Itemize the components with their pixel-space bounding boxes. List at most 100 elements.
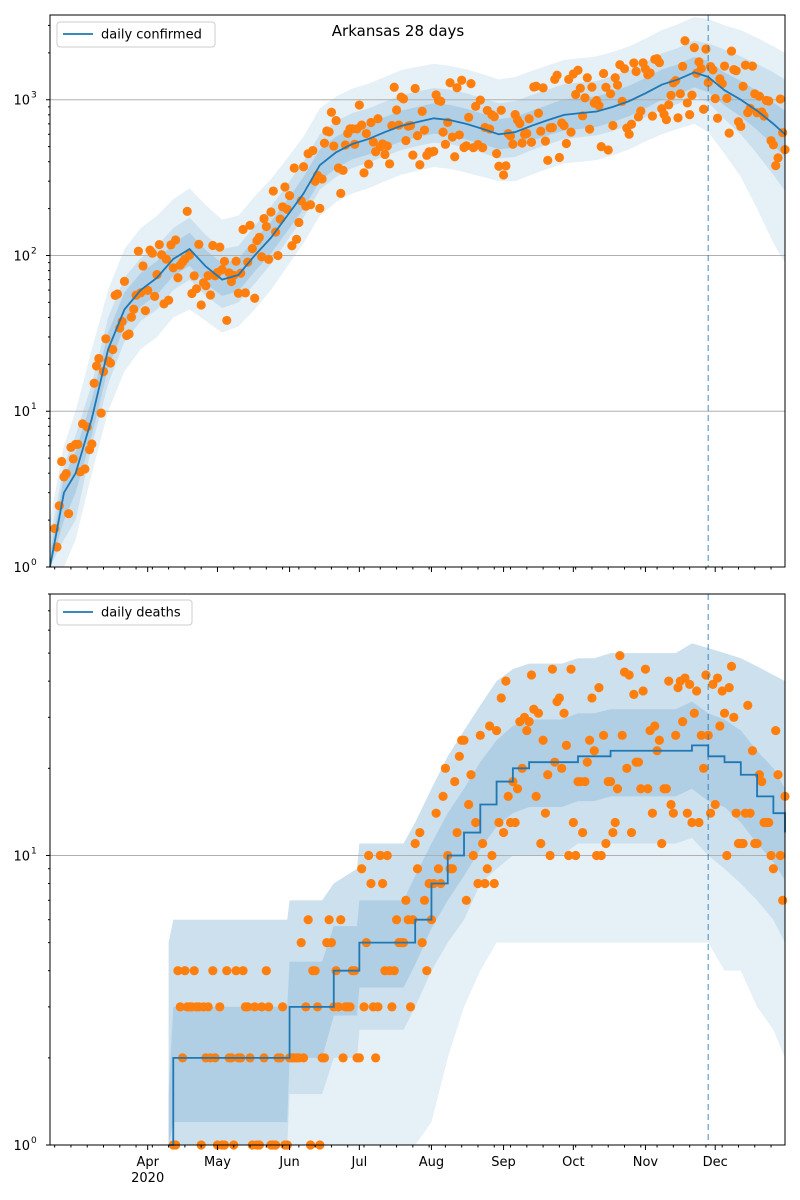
deaths-observation-point xyxy=(650,721,660,731)
confirmed-observation-point xyxy=(624,129,634,139)
confirmed-observation-point xyxy=(361,128,371,139)
deaths-observation-point xyxy=(661,784,671,794)
confirmed-observation-point xyxy=(450,152,460,162)
confirmed-observation-point xyxy=(401,135,411,146)
confirmed-observation-point xyxy=(410,83,420,94)
confirmed-ytick-exp-1: 1 xyxy=(31,402,37,412)
deaths-observation-point xyxy=(510,817,520,828)
confirmed-observation-point xyxy=(273,250,283,261)
confirmed-observation-point xyxy=(61,468,71,479)
confirmed-observation-point xyxy=(219,256,230,267)
deaths-observation-point xyxy=(594,683,604,693)
confirmed-observation-point xyxy=(215,242,225,252)
confirmed-observation-point xyxy=(666,90,676,100)
deaths-observation-point xyxy=(405,1002,416,1012)
confirmed-observation-point xyxy=(412,131,423,141)
confirmed-observation-point xyxy=(478,142,488,153)
confirmed-observation-point xyxy=(724,128,734,138)
confirmed-observation-point xyxy=(129,304,139,314)
confirmed-observation-point xyxy=(685,110,695,120)
deaths-observation-point xyxy=(496,693,506,703)
confirmed-observation-point xyxy=(319,138,330,148)
deaths-observation-point xyxy=(557,763,567,773)
deaths-observation-point xyxy=(415,827,425,838)
confirmed-observation-point xyxy=(287,241,297,251)
confirmed-observation-point xyxy=(261,221,271,232)
confirmed-ytick-exp-2: 2 xyxy=(31,246,37,256)
deaths-observation-point xyxy=(378,878,388,889)
deaths-model-line xyxy=(168,744,786,1146)
deaths-observation-point xyxy=(633,757,644,767)
confirmed-observation-point xyxy=(259,213,269,224)
confirmed-observation-point xyxy=(466,79,476,89)
deaths-observation-point xyxy=(582,757,592,767)
confirmed-observation-point xyxy=(429,146,439,157)
confirmed-observation-point xyxy=(522,128,532,139)
confirmed-observation-point xyxy=(291,234,302,244)
deaths-legend-label: daily deaths xyxy=(101,606,181,621)
confirmed-observation-point xyxy=(152,269,162,280)
confirmed-observation-point xyxy=(475,95,485,105)
confirmed-observation-point xyxy=(184,250,195,260)
deaths-observation-point xyxy=(373,1002,383,1012)
deaths-observation-point xyxy=(678,716,688,727)
deaths-observation-point xyxy=(231,966,241,976)
confirmed-observation-point xyxy=(745,103,755,114)
deaths-observation-point xyxy=(589,746,599,756)
confirmed-observation-point xyxy=(454,130,464,140)
confirmed-observation-point xyxy=(508,139,518,149)
confirmed-observation-point xyxy=(64,509,74,519)
deaths-observation-point xyxy=(215,1002,225,1012)
deaths-xtick-label-2: Jun xyxy=(278,1155,299,1170)
confirmed-x-ticks xyxy=(54,567,772,572)
confirmed-observations xyxy=(50,36,790,552)
confirmed-observation-point xyxy=(331,116,341,126)
deaths-observation-point xyxy=(357,864,367,874)
deaths-observation-point xyxy=(775,850,785,861)
deaths-observation-point xyxy=(459,735,469,745)
deaths-observation-point xyxy=(629,689,639,700)
deaths-observation-point xyxy=(654,735,664,745)
deaths-observation-point xyxy=(208,966,218,976)
confirmed-observation-point xyxy=(698,104,709,114)
deaths-ytick-exp-0: 0 xyxy=(31,1136,37,1146)
deaths-observation-point xyxy=(461,895,471,905)
confirmed-observation-point xyxy=(582,73,592,83)
confirmed-observation-point xyxy=(419,125,430,135)
confirmed-observation-point xyxy=(164,295,174,305)
deaths-observation-point xyxy=(543,770,553,780)
confirmed-observation-point xyxy=(491,148,502,159)
confirmed-observation-point xyxy=(315,203,325,213)
deaths-observation-point xyxy=(473,878,483,889)
deaths-observation-point xyxy=(692,686,702,696)
deaths-observation-point xyxy=(498,827,509,838)
confirmed-observation-point xyxy=(464,112,474,122)
confirmed-observation-point xyxy=(317,174,327,184)
deaths-observation-point xyxy=(624,670,634,680)
confirmed-observation-point xyxy=(140,306,150,316)
deaths-observation-point xyxy=(410,838,420,849)
confirmed-observation-point xyxy=(536,126,546,136)
deaths-observation-point xyxy=(452,827,462,838)
confirmed-uncertainty-bands xyxy=(50,16,785,568)
confirmed-observation-point xyxy=(594,101,604,111)
deaths-xtick-label-8: Dec xyxy=(703,1155,728,1170)
confirmed-observation-point xyxy=(608,120,618,131)
confirmed-observation-point xyxy=(264,254,274,264)
confirmed-observation-point xyxy=(740,60,751,70)
confirmed-observation-point xyxy=(326,107,337,117)
confirmed-observation-point xyxy=(289,163,299,173)
deaths-observation-point xyxy=(494,817,504,828)
confirmed-observation-point xyxy=(354,100,364,110)
deaths-observation-point xyxy=(354,1053,364,1063)
deaths-observation-point xyxy=(622,763,632,773)
confirmed-observation-point xyxy=(708,65,718,75)
deaths-observation-point xyxy=(433,864,444,874)
deaths-xtick-label-5: Sep xyxy=(491,1155,516,1170)
confirmed-observation-point xyxy=(610,73,620,83)
confirmed-observation-point xyxy=(417,106,427,116)
deaths-observation-point xyxy=(478,838,488,849)
deaths-observation-point xyxy=(533,708,544,718)
deaths-xtick-label-0: Apr xyxy=(136,1155,159,1170)
confirmed-legend: daily confirmed xyxy=(56,21,216,48)
